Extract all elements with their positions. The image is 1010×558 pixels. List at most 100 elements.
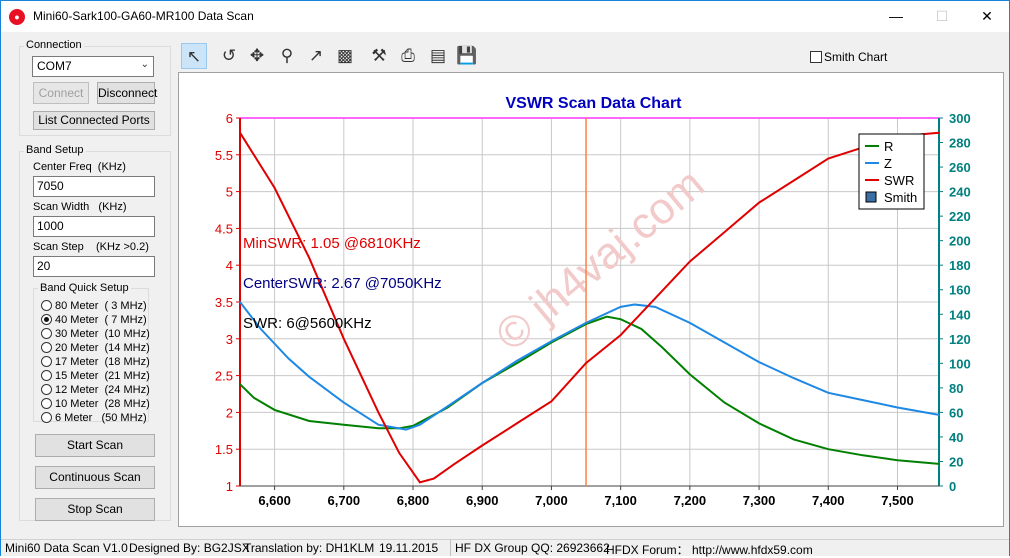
band-radio[interactable]: 6 Meter (50 MHz) <box>41 411 147 425</box>
data-point-r <box>758 422 760 425</box>
data-point-swr <box>308 257 311 259</box>
radio-button[interactable] <box>41 384 52 395</box>
band-radio[interactable]: 10 Meter (28 MHz) <box>41 397 150 411</box>
y-right-tick-label: 60 <box>949 405 963 420</box>
band-radio[interactable]: 20 Meter (14 MHz) <box>41 341 150 355</box>
data-point-swr <box>516 422 518 425</box>
legend-label: SWR <box>884 173 914 188</box>
data-point-swr <box>938 131 940 134</box>
data-point-r <box>640 328 643 330</box>
chart-annotation: SWR: 6@5600KHz <box>243 315 372 332</box>
smith-chart-checkbox-box[interactable] <box>810 51 822 63</box>
stop-scan-button[interactable]: Stop Scan <box>35 498 155 521</box>
com-port-select[interactable]: COM7 ⌄ <box>32 56 154 77</box>
minimize-icon[interactable]: — <box>889 8 903 24</box>
y-right-tick-label: 240 <box>949 185 971 200</box>
disconnect-button[interactable]: Disconnect <box>97 82 157 104</box>
data-point-r <box>606 315 608 318</box>
radio-button[interactable] <box>41 314 52 325</box>
list-ports-button[interactable]: List Connected Ports <box>33 111 155 130</box>
data-point-swr <box>419 481 421 484</box>
y-left-tick-label: 3.5 <box>215 295 233 310</box>
pointer-icon[interactable]: ↖ <box>181 43 207 69</box>
y-right-tick-label: 220 <box>949 209 971 224</box>
close-icon[interactable]: ✕ <box>981 8 993 24</box>
undo-zoom-icon[interactable]: ↺ <box>221 46 237 65</box>
x-tick-label: 7,300 <box>743 493 776 508</box>
zoom-icon[interactable]: ⚲ <box>280 46 294 65</box>
scan-width-label: Scan Width (KHz) <box>33 201 127 213</box>
window-title: Mini60-Sark100-GA60-MR100 Data Scan <box>33 9 254 23</box>
status-group: HF DX Group QQ: 26923662 <box>455 541 610 555</box>
radio-button[interactable] <box>41 342 52 353</box>
band-radio[interactable]: 12 Meter (24 MHz) <box>41 383 150 397</box>
radio-button[interactable] <box>41 398 52 409</box>
radio-button[interactable] <box>41 412 52 423</box>
connection-group-title: Connection <box>24 39 84 51</box>
x-tick-label: 6,600 <box>258 493 291 508</box>
band-radio[interactable]: 30 Meter (10 MHz) <box>41 327 150 341</box>
band-radio[interactable]: 80 Meter ( 3 MHz) <box>41 299 147 313</box>
scan-width-input[interactable]: 1000 <box>33 216 155 237</box>
data-point-r <box>938 463 940 465</box>
band-quick-setup-group: Band Quick Setup <box>33 282 149 422</box>
chart-annotation: CenterSWR: 2.67 @7050KHz <box>243 275 442 292</box>
start-scan-button[interactable]: Start Scan <box>35 434 155 457</box>
x-tick-label: 7,200 <box>674 493 707 508</box>
x-tick-label: 7,000 <box>535 493 568 508</box>
save-icon[interactable]: 💾 <box>456 46 478 65</box>
print-preview-icon[interactable]: ▤ <box>429 46 447 65</box>
export-icon[interactable]: ↗ <box>308 46 324 65</box>
data-point-z <box>516 360 518 362</box>
band-radio-label: 17 Meter (18 MHz) <box>55 356 150 368</box>
y-right-tick-label: 0 <box>949 479 956 494</box>
data-point-swr <box>792 179 795 182</box>
band-radio[interactable]: 15 Meter (21 MHz) <box>41 369 150 383</box>
data-point-r <box>661 346 663 349</box>
save-image-icon[interactable]: ▩ <box>336 46 354 65</box>
band-radio[interactable]: 17 Meter (18 MHz) <box>41 355 150 369</box>
data-point-swr <box>453 463 456 465</box>
scan-step-input[interactable]: 20 <box>33 256 155 277</box>
settings-icon[interactable]: ⚒ <box>371 46 387 65</box>
data-point-swr <box>689 260 691 263</box>
data-point-z <box>287 357 290 360</box>
data-point-z <box>585 322 587 324</box>
connect-button[interactable]: Connect <box>33 82 89 104</box>
band-radio-label: 40 Meter ( 7 MHz) <box>55 314 147 326</box>
radio-button[interactable] <box>41 328 52 339</box>
data-point-swr <box>481 444 484 447</box>
radio-button[interactable] <box>41 356 52 367</box>
radio-button[interactable] <box>41 370 52 381</box>
data-point-r <box>239 383 241 385</box>
status-divider <box>450 540 451 556</box>
smith-chart-checkbox[interactable]: Smith Chart <box>810 50 887 64</box>
band-radio-label: 10 Meter (28 MHz) <box>55 398 150 410</box>
print-icon[interactable]: ⎙ <box>401 46 415 65</box>
continuous-scan-button[interactable]: Continuous Scan <box>35 466 155 489</box>
data-point-z <box>938 414 940 416</box>
y-right-tick-label: 280 <box>949 136 971 151</box>
x-tick-label: 7,400 <box>812 493 845 508</box>
center-freq-input[interactable]: 7050 <box>33 176 155 197</box>
left-panel: Connection COM7 ⌄ Connect Disconnect Lis… <box>1 32 177 540</box>
title-bar[interactable]: ● Mini60-Sark100-GA60-MR100 Data Scan — … <box>1 1 1009 32</box>
y-right-tick-label: 20 <box>949 454 963 469</box>
y-left-tick-label: 3 <box>226 332 233 347</box>
data-point-r <box>377 427 380 430</box>
pan-icon[interactable]: ✥ <box>249 46 265 65</box>
chart-title: VSWR Scan Data Chart <box>505 95 682 112</box>
status-date: 19.11.2015 <box>379 541 439 555</box>
band-radio-label: 20 Meter (14 MHz) <box>55 342 150 354</box>
data-point-swr <box>550 400 553 403</box>
y-right-tick-label: 80 <box>949 381 963 396</box>
chart-area[interactable]: © jh4vaj.com 1 1.5 2 2.5 3 3.5 4 4.5 5 5.5 6 0 20 40 60… <box>178 72 1004 527</box>
record-icon[interactable]: ● <box>9 9 25 25</box>
data-point-swr <box>273 187 276 189</box>
band-radio[interactable]: 40 Meter ( 7 MHz) <box>41 313 147 327</box>
y-right-tick-label: 120 <box>949 332 971 347</box>
data-point-z <box>689 322 691 324</box>
radio-button[interactable] <box>41 300 52 311</box>
vswr-chart[interactable]: © jh4vaj.com11.522.533.544.555.560204060… <box>179 73 1003 526</box>
